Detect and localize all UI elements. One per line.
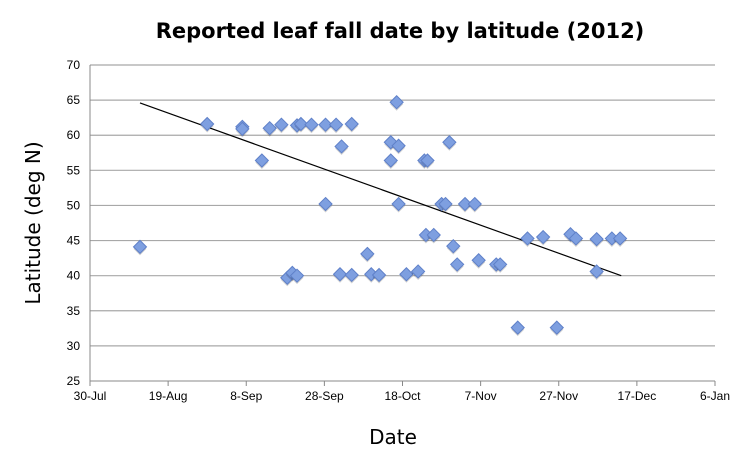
y-tick-label: 35 — [67, 304, 81, 318]
data-point — [344, 267, 359, 283]
x-axis-label: Date — [369, 425, 417, 449]
data-point — [457, 196, 473, 212]
data-point — [467, 196, 482, 212]
y-tick-label: 45 — [67, 234, 81, 248]
data-point — [438, 196, 453, 212]
data-point — [492, 257, 508, 272]
y-tick-label: 70 — [67, 58, 81, 72]
x-tick-label: 18-Oct — [384, 389, 421, 403]
data-point — [442, 135, 457, 150]
y-tick-label: 30 — [67, 339, 81, 353]
data-point — [235, 121, 250, 137]
data-point — [389, 95, 404, 110]
data-point — [589, 231, 604, 247]
y-tick-label: 65 — [67, 93, 81, 107]
data-point — [471, 253, 486, 268]
data-point — [262, 120, 277, 136]
data-point — [589, 264, 604, 279]
y-axis-label: Latitude (deg N) — [21, 141, 45, 304]
data-point — [391, 138, 406, 153]
x-tick-label: 30-Jul — [74, 389, 107, 403]
y-tick-label: 25 — [67, 374, 81, 388]
trendline — [139, 102, 622, 277]
data-point — [549, 320, 565, 335]
data-point — [612, 231, 628, 246]
data-point — [391, 196, 406, 212]
data-point — [420, 153, 435, 168]
y-tick-label: 55 — [67, 163, 81, 177]
x-tick-label: 8-Sep — [230, 389, 262, 403]
data-point — [318, 196, 333, 212]
y-tick-label: 50 — [67, 198, 81, 212]
data-point — [360, 246, 375, 262]
data-point — [334, 139, 349, 154]
data-point — [332, 267, 348, 282]
data-point — [344, 116, 359, 132]
x-tick-label: 7-Nov — [465, 389, 497, 403]
x-tick-label: 28-Sep — [305, 389, 344, 403]
data-point — [371, 267, 387, 283]
data-point — [274, 117, 289, 132]
y-tick-label: 40 — [67, 269, 81, 283]
data-point — [318, 117, 333, 132]
x-tick-label: 6-Jan — [700, 389, 730, 403]
data-point — [426, 227, 441, 243]
data-point — [568, 231, 584, 246]
data-point — [254, 153, 270, 168]
x-tick-label: 17-Dec — [618, 389, 657, 403]
data-point — [199, 116, 215, 132]
data-point — [383, 153, 398, 168]
data-point — [520, 231, 535, 246]
data-point — [304, 117, 319, 132]
data-point — [132, 239, 148, 255]
data-point — [449, 257, 465, 272]
x-tick-label: 27-Nov — [539, 389, 578, 403]
data-point — [410, 264, 426, 279]
data-point — [328, 117, 344, 132]
chart-title: Reported leaf fall date by latitude (201… — [156, 19, 645, 43]
data-point — [293, 116, 309, 132]
data-point — [399, 267, 414, 282]
data-point — [510, 320, 525, 335]
x-tick-label: 19-Aug — [149, 389, 188, 403]
y-tick-label: 60 — [67, 128, 81, 142]
data-point — [535, 229, 551, 245]
data-point — [289, 268, 305, 283]
data-point — [446, 238, 461, 254]
